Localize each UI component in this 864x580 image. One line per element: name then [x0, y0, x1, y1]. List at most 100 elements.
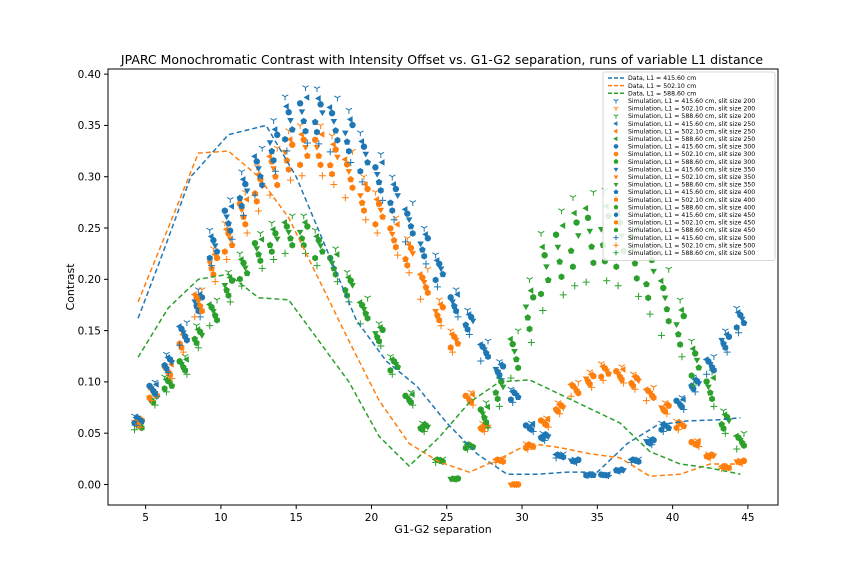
sim-point — [300, 136, 307, 143]
sim-point — [560, 453, 567, 461]
sim-point — [650, 268, 657, 275]
sim-point — [650, 394, 657, 402]
sim-point — [330, 180, 338, 189]
sim-point — [360, 143, 368, 150]
sim-point — [361, 181, 368, 188]
sim-point — [402, 255, 409, 263]
y-tick-label: 0.10 — [78, 377, 101, 389]
sim-point — [511, 348, 518, 355]
legend-entry-label: Simulation, L1 = 502.10 cm, slit size 25… — [628, 128, 755, 135]
sim-point — [226, 298, 234, 306]
sim-point — [620, 379, 628, 387]
sim-point — [343, 138, 351, 145]
sim-point — [271, 126, 278, 133]
sim-point — [317, 243, 324, 250]
sim-point — [289, 241, 296, 249]
sim-point — [484, 338, 492, 345]
sim-point — [183, 320, 191, 327]
sim-point — [616, 467, 624, 475]
y-tick-label: 0.25 — [78, 223, 101, 235]
sim-point — [659, 428, 667, 436]
axis-ticks: 5 10 15 20 25 30 35 40 45 0.00 0.05 0.10 0.15 0.20 0.2… — [78, 69, 755, 524]
sim-point — [315, 152, 323, 159]
sim-point — [544, 434, 552, 441]
legend-marker — [613, 106, 619, 112]
sim-point — [710, 374, 716, 382]
sim-point — [589, 189, 597, 196]
sim-point — [688, 338, 696, 345]
sim-point — [436, 316, 443, 324]
sim-point — [286, 136, 293, 143]
sim-point — [152, 381, 159, 388]
sim-point — [450, 302, 458, 309]
sim-point — [679, 396, 686, 403]
legend-entry-label: Simulation, L1 = 588.60 cm, slit size 50… — [628, 250, 755, 257]
legend-entry-label: Simulation, L1 = 588.60 cm, slit size 35… — [628, 182, 755, 189]
sim-point — [680, 312, 687, 320]
sim-point — [464, 445, 472, 453]
sim-point — [680, 405, 688, 414]
sim-point — [319, 248, 326, 255]
sim-point — [726, 464, 732, 472]
sim-point — [499, 384, 507, 391]
sim-point — [643, 280, 650, 288]
legend-entry-label: Simulation, L1 = 415.60 cm, slit size 20… — [628, 98, 755, 105]
sim-point — [657, 331, 665, 339]
sim-point — [164, 368, 172, 376]
sim-point — [268, 147, 276, 155]
sim-point — [390, 236, 398, 244]
sim-point — [332, 246, 340, 253]
legend-entry-label: Simulation, L1 = 415.60 cm, slit size 45… — [628, 212, 755, 219]
sim-point — [526, 277, 534, 283]
sim-point — [228, 203, 234, 210]
sim-point — [236, 251, 244, 258]
sim-point — [303, 139, 311, 147]
sim-point — [243, 196, 250, 203]
sim-point — [541, 252, 548, 259]
sim-point — [448, 348, 457, 356]
sim-point — [302, 127, 309, 135]
sim-point — [590, 259, 597, 267]
sim-point — [469, 318, 477, 325]
legend-entry-label: Simulation, L1 = 415.60 cm, slit size 50… — [628, 235, 755, 242]
sim-point — [373, 229, 381, 237]
sim-point — [512, 480, 520, 489]
sim-point — [435, 297, 443, 304]
sim-point — [271, 167, 279, 175]
sim-point — [345, 147, 352, 155]
sim-point — [392, 243, 399, 251]
sim-point — [439, 304, 447, 311]
sim-point — [422, 260, 430, 268]
sim-point — [132, 421, 140, 429]
sim-point — [372, 220, 379, 228]
sim-point — [646, 310, 654, 318]
sim-point — [364, 295, 372, 302]
sim-point — [613, 263, 620, 271]
sim-point — [642, 397, 650, 405]
sim-point — [362, 216, 370, 224]
sim-point — [315, 140, 323, 148]
data-line-1 — [137, 150, 741, 478]
sim-point — [484, 424, 492, 432]
sim-point — [194, 344, 202, 352]
sim-point — [270, 118, 278, 124]
sim-point — [364, 185, 371, 193]
sim-point — [464, 307, 471, 314]
legend-marker — [613, 189, 619, 195]
legend-marker — [613, 121, 618, 126]
sim-point — [238, 207, 246, 214]
sim-point — [586, 228, 594, 235]
sim-point — [168, 360, 176, 366]
sim-point — [377, 187, 384, 194]
sim-point — [605, 370, 612, 377]
sim-point — [347, 175, 355, 183]
sim-point — [241, 265, 249, 272]
sim-point — [136, 423, 144, 431]
legend-entry-label: Simulation, L1 = 415.60 cm, slit size 40… — [628, 189, 755, 196]
sim-point — [208, 262, 216, 270]
sim-point — [256, 230, 264, 237]
sim-point — [527, 287, 534, 294]
sim-point — [424, 266, 432, 273]
sim-point — [375, 178, 383, 186]
x-tick-label: 20 — [365, 512, 378, 524]
